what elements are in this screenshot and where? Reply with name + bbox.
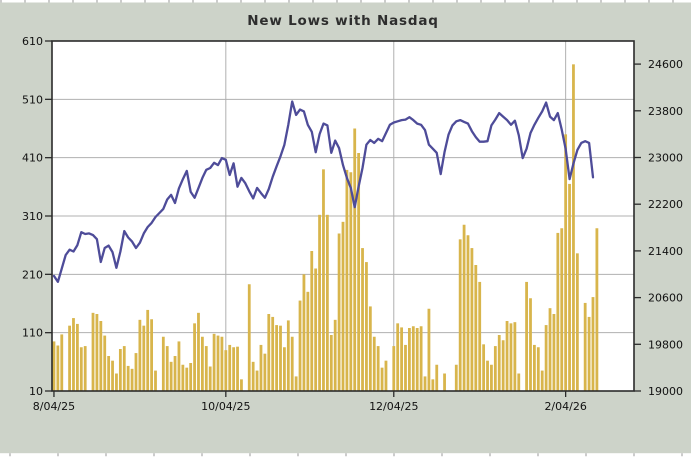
right-axis-label: 21400 — [648, 245, 683, 258]
right-axis-label: 19800 — [648, 338, 683, 351]
left-axis-label: 110 — [22, 327, 43, 340]
x-axis-date-label: 8/04/25 — [33, 400, 75, 413]
right-axis — [634, 63, 641, 392]
left-axis-label: 610 — [22, 35, 43, 48]
new-lows-bars — [52, 64, 599, 392]
nasdaq-line — [52, 100, 595, 283]
left-axis-label: 210 — [22, 268, 43, 281]
right-axis-label: 23800 — [648, 105, 683, 118]
left-axis-label: 10 — [29, 385, 43, 398]
left-axis-label: 410 — [22, 152, 43, 165]
right-axis-label: 24600 — [648, 58, 683, 71]
bottom-edge-strip — [0, 453, 691, 458]
left-axis-label: 510 — [22, 93, 43, 106]
left-axis — [45, 40, 52, 392]
right-axis-label: 22200 — [648, 198, 683, 211]
x-axis — [53, 391, 567, 397]
x-axis-date-label: 10/04/25 — [201, 400, 250, 413]
left-axis-label: 310 — [22, 210, 43, 223]
top-edge-strip — [0, 0, 691, 3]
chart-title: New Lows with Nasdaq — [247, 13, 439, 29]
right-axis-label: 23000 — [648, 152, 683, 165]
right-axis-label: 19000 — [648, 385, 683, 398]
x-axis-date-label: 12/04/25 — [369, 400, 418, 413]
right-axis-label: 20600 — [648, 292, 683, 305]
x-axis-date-label: 2/04/26 — [544, 400, 586, 413]
